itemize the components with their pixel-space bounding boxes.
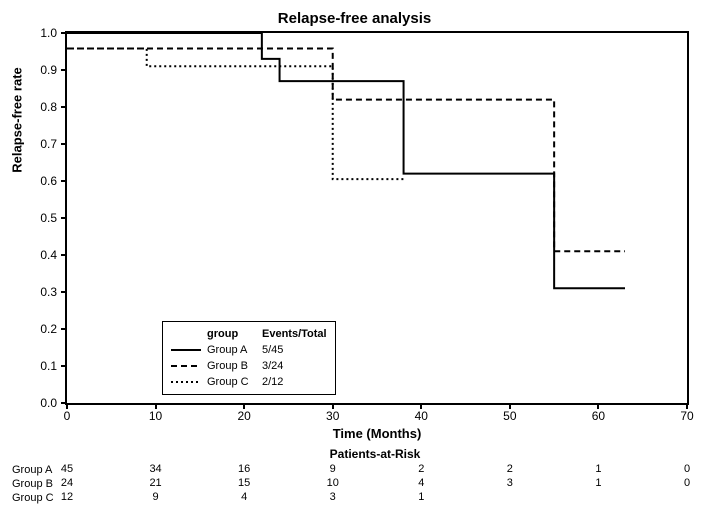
xtick-label: 10 — [149, 409, 162, 423]
risk-cell: 21 — [149, 477, 161, 489]
risk-row: Group C12 9 4 3 1 — [10, 491, 699, 505]
risk-cell: 4 — [241, 491, 247, 503]
risk-cell: 1 — [418, 491, 424, 503]
ytick-label: 0.6 — [27, 174, 57, 188]
ytick-label: 0.3 — [27, 285, 57, 299]
risk-cell: 3 — [507, 477, 513, 489]
curve-group-b — [67, 49, 625, 252]
risk-cell: 15 — [238, 477, 250, 489]
legend: groupEvents/TotalGroup A5/45Group B3/24G… — [162, 321, 336, 395]
risk-cell: 45 — [61, 463, 73, 475]
risk-row: Group A45 34 16 9 2 2 1 0 — [10, 463, 699, 477]
ytick-mark — [61, 143, 67, 145]
risk-cell: 0 — [684, 477, 690, 489]
risk-cell: 34 — [149, 463, 161, 475]
xtick-label: 70 — [680, 409, 693, 423]
xtick-mark — [66, 403, 68, 409]
risk-cell: 12 — [61, 491, 73, 503]
legend-row: Group C2/12 — [171, 374, 327, 390]
risk-cell: 1 — [595, 463, 601, 475]
km-chart: Relapse-free analysis Relapse-free rate … — [10, 10, 699, 512]
xtick-mark — [243, 403, 245, 409]
y-axis-label: Relapse-free rate — [10, 67, 25, 173]
legend-row: Group A5/45 — [171, 342, 327, 358]
curve-group-c — [67, 49, 404, 180]
risk-cell: 16 — [238, 463, 250, 475]
patients-at-risk-table: Patients-at-Risk Group A45341692210Group… — [10, 447, 699, 505]
ytick-label: 0.9 — [27, 63, 57, 77]
plot-area: Relapse-free rate Time (Months) groupEve… — [65, 31, 689, 405]
risk-cell: 10 — [327, 477, 339, 489]
risk-table-title: Patients-at-Risk — [65, 447, 685, 461]
ytick-mark — [61, 217, 67, 219]
xtick-label: 40 — [415, 409, 428, 423]
ytick-label: 1.0 — [27, 26, 57, 40]
ytick-mark — [61, 291, 67, 293]
risk-cell: 0 — [684, 463, 690, 475]
ytick-label: 0.4 — [27, 248, 57, 262]
xtick-mark — [420, 403, 422, 409]
risk-row-label: Group C — [10, 492, 67, 504]
ytick-mark — [61, 32, 67, 34]
ytick-label: 0.0 — [27, 396, 57, 410]
ytick-label: 0.5 — [27, 211, 57, 225]
ytick-mark — [61, 254, 67, 256]
ytick-mark — [61, 180, 67, 182]
legend-header: groupEvents/Total — [171, 326, 327, 342]
ytick-label: 0.1 — [27, 359, 57, 373]
ytick-mark — [61, 365, 67, 367]
risk-row: Group B242115104310 — [10, 477, 699, 491]
risk-cell: 9 — [330, 463, 336, 475]
xtick-label: 30 — [326, 409, 339, 423]
risk-cell: 2 — [418, 463, 424, 475]
xtick-label: 50 — [503, 409, 516, 423]
xtick-label: 0 — [64, 409, 71, 423]
risk-table-rows: Group A45341692210Group B242115104310Gro… — [10, 463, 699, 505]
chart-title: Relapse-free analysis — [10, 10, 699, 27]
ytick-label: 0.7 — [27, 137, 57, 151]
xtick-mark — [509, 403, 511, 409]
risk-row-label: Group A — [10, 464, 67, 476]
survival-curves — [67, 33, 687, 403]
risk-cell: 4 — [418, 477, 424, 489]
risk-cell: 1 — [595, 477, 601, 489]
legend-row: Group B3/24 — [171, 358, 327, 374]
x-axis-label: Time (Months) — [333, 426, 422, 441]
ytick-label: 0.2 — [27, 322, 57, 336]
xtick-mark — [686, 403, 688, 409]
risk-cell: 9 — [153, 491, 159, 503]
xtick-label: 60 — [592, 409, 605, 423]
risk-row-label: Group B — [10, 478, 67, 490]
ytick-mark — [61, 328, 67, 330]
xtick-mark — [155, 403, 157, 409]
risk-cell: 3 — [330, 491, 336, 503]
curve-group-a — [67, 33, 625, 288]
ytick-label: 0.8 — [27, 100, 57, 114]
ytick-mark — [61, 106, 67, 108]
risk-cell: 24 — [61, 477, 73, 489]
risk-cell: 2 — [507, 463, 513, 475]
xtick-label: 20 — [237, 409, 250, 423]
xtick-mark — [597, 403, 599, 409]
ytick-mark — [61, 69, 67, 71]
xtick-mark — [332, 403, 334, 409]
